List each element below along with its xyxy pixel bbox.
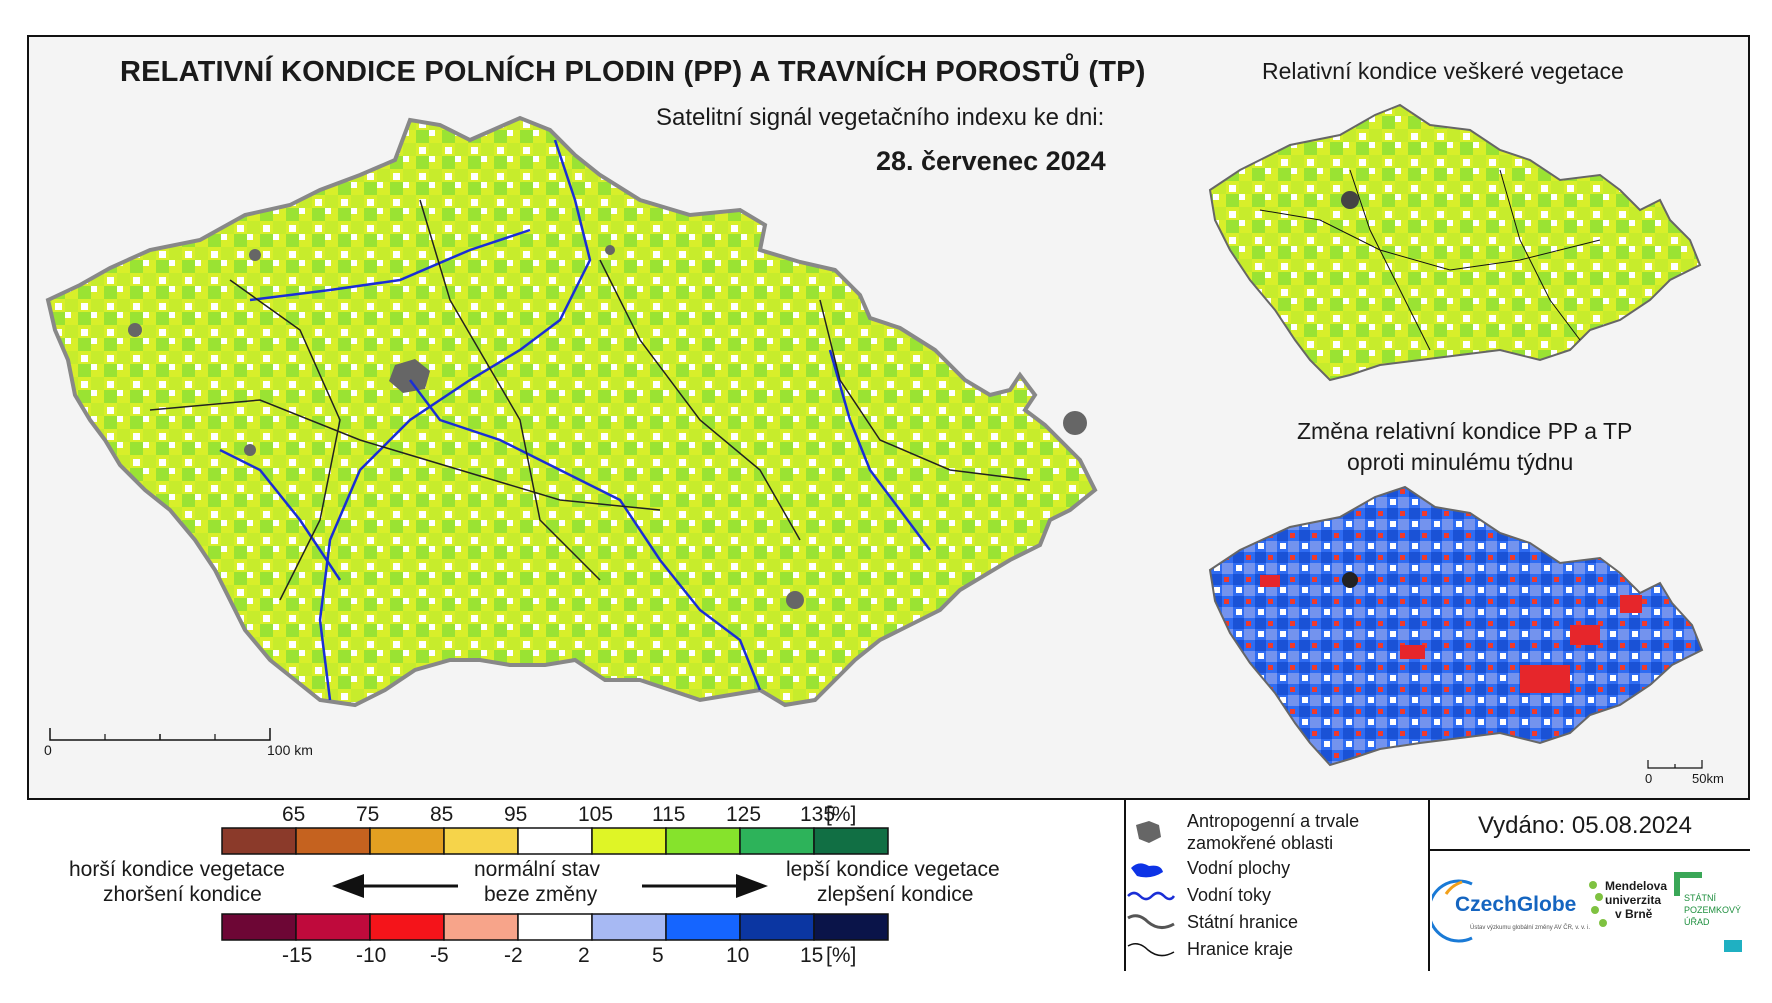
main-scale-bar <box>49 728 271 741</box>
right-arrow-icon <box>642 874 768 898</box>
condition-swatch <box>739 827 815 855</box>
left-arrow-icon <box>332 874 458 898</box>
inset2-title-line1: Změna relativní kondice PP a TP <box>1297 418 1633 444</box>
legend-divider-1 <box>1124 798 1126 971</box>
change-tick-label: [%] <box>826 944 857 967</box>
condition-color-bar <box>221 827 889 855</box>
region-border-icon <box>1127 943 1175 957</box>
condition-swatch <box>369 827 445 855</box>
condition-swatch <box>813 827 889 855</box>
czechglobe-logo-text: CzechGlobe <box>1455 893 1577 916</box>
better-change-label: zlepšení kondice <box>817 883 974 906</box>
change-swatch <box>739 913 815 941</box>
change-tick-label: 10 <box>726 944 750 967</box>
worse-change-label: zhoršení kondice <box>103 883 262 906</box>
change-swatch <box>369 913 445 941</box>
condition-tick-label: 135 <box>800 803 836 826</box>
urban-areas <box>128 245 1087 609</box>
river-icon <box>1127 891 1176 901</box>
change-swatch <box>221 913 297 941</box>
condition-swatch <box>443 827 519 855</box>
mendelu-line3: v Brně <box>1615 907 1653 921</box>
condition-tick-label: 95 <box>504 803 528 826</box>
czechglobe-logo-icon <box>1432 879 1473 943</box>
condition-tick-label: [%] <box>826 803 857 826</box>
condition-swatch <box>591 827 667 855</box>
condition-tick-label: 85 <box>430 803 454 826</box>
condition-swatch <box>665 827 741 855</box>
czech-territory <box>45 115 1098 708</box>
change-swatch <box>443 913 519 941</box>
condition-tick-label: 75 <box>356 803 380 826</box>
condition-swatch <box>517 827 593 855</box>
map-title: RELATIVNÍ KONDICE POLNÍCH PLODIN (PP) A … <box>120 56 1146 88</box>
inset-scale-start: 0 <box>1645 771 1653 786</box>
state-border-label: Státní hranice <box>1187 912 1299 932</box>
state-border-icon <box>1127 914 1175 929</box>
spu-line2: POZEMKOVÝ <box>1684 905 1742 915</box>
change-tick-label: -15 <box>282 944 313 967</box>
worse-condition-label: horší kondice vegetace <box>69 858 285 881</box>
czechglobe-logo-subtext: Ústav výzkumu globální změny AV ČR, v. v… <box>1470 925 1591 931</box>
condition-tick-label: 65 <box>282 803 306 826</box>
change-color-bar <box>221 913 889 941</box>
inset2-title-line2: oproti minulému týdnu <box>1347 449 1574 475</box>
inset1-map <box>1208 103 1702 382</box>
normal-state-label: normální stav <box>474 858 601 881</box>
condition-tick-label: 105 <box>578 803 614 826</box>
change-swatch <box>295 913 371 941</box>
change-swatch <box>813 913 889 941</box>
better-condition-label: lepší kondice vegetace <box>786 858 1000 881</box>
urban-area-icon <box>1136 821 1161 843</box>
inset1-title: Relativní kondice veškeré vegetace <box>1262 58 1624 84</box>
rivers <box>219 139 931 701</box>
water-body-label: Vodní plochy <box>1187 858 1291 878</box>
legend-divider-2 <box>1428 798 1430 971</box>
condition-tick-label: 125 <box>726 803 762 826</box>
region-border-label: Hranice kraje <box>1187 939 1294 959</box>
spu-logo-icon <box>1674 872 1742 952</box>
map-subtitle: Satelitní signál vegetačního indexu ke d… <box>656 104 1105 131</box>
condition-swatch <box>295 827 371 855</box>
mendelu-line2: univerzita <box>1605 893 1662 907</box>
change-tick-label: 15 <box>800 944 824 967</box>
main-scale-start: 0 <box>44 742 52 758</box>
no-change-label: beze změny <box>484 883 598 906</box>
change-tick-label: -5 <box>430 944 449 967</box>
spu-line1: STÁTNÍ <box>1684 893 1717 903</box>
main-scale-end: 100 km <box>267 742 313 758</box>
map-date: 28. červenec 2024 <box>876 146 1106 176</box>
spu-line3: ÚŘAD <box>1684 917 1710 927</box>
legend-divider-3 <box>1428 849 1750 851</box>
inset-scale-end: 50km <box>1692 771 1724 786</box>
region-borders <box>149 199 1031 601</box>
change-swatch <box>517 913 593 941</box>
mendelu-line1: Mendelova <box>1605 879 1668 893</box>
inset-scale-bar <box>1647 760 1703 769</box>
condition-tick-label: 115 <box>652 803 686 826</box>
change-tick-label: -10 <box>356 944 387 967</box>
water-body-icon <box>1131 863 1163 878</box>
change-swatch <box>591 913 667 941</box>
issued-date: Vydáno: 05.08.2024 <box>1478 812 1692 839</box>
change-swatch <box>665 913 741 941</box>
river-label: Vodní toky <box>1187 885 1272 905</box>
urban-area-label: Antropogenní a trvale zamokřené oblasti <box>1187 811 1360 853</box>
change-tick-label: -2 <box>504 944 523 967</box>
change-tick-label: 5 <box>652 944 664 967</box>
change-tick-label: 2 <box>578 944 590 967</box>
condition-swatch <box>221 827 297 855</box>
main-map <box>45 115 1098 708</box>
inset2-map <box>1208 485 1704 767</box>
mendelu-logo-icon <box>1589 881 1607 927</box>
